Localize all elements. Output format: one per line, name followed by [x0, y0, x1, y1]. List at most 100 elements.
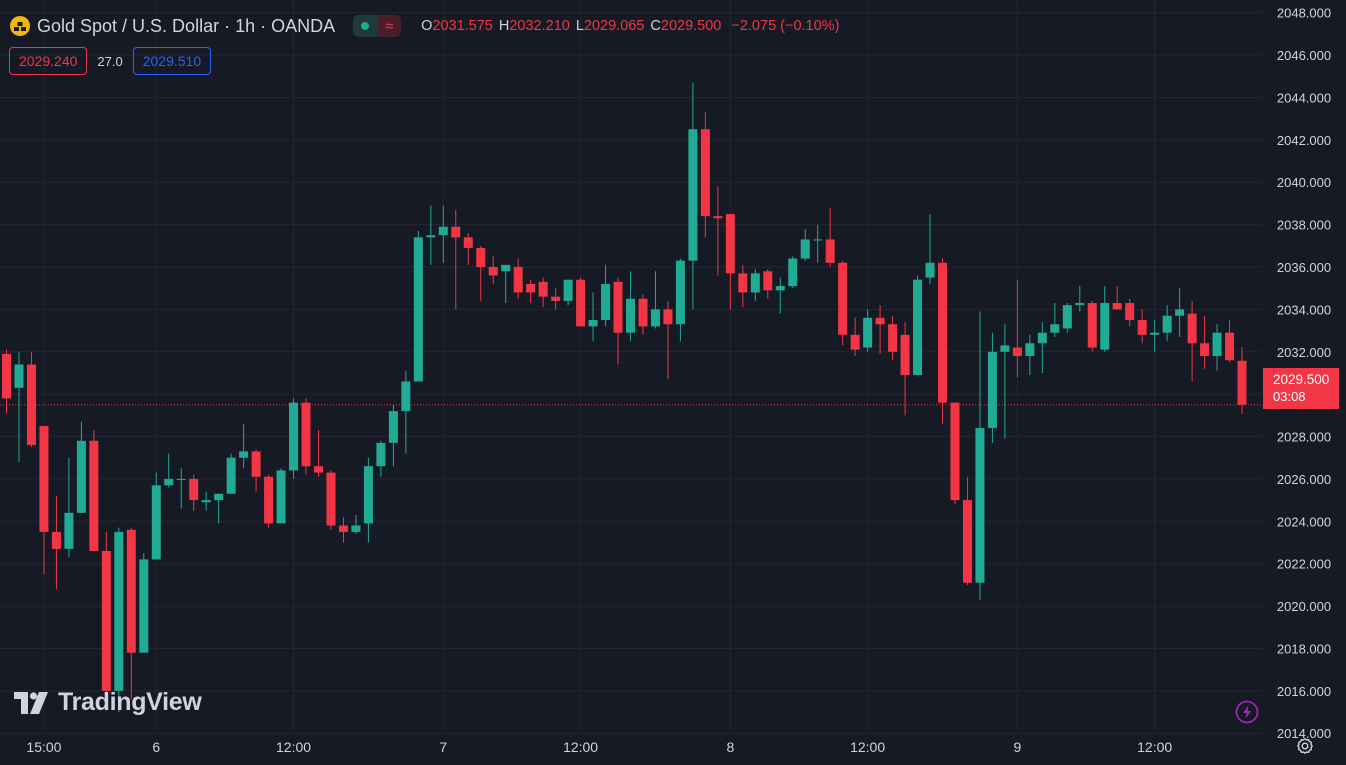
price-tick-label: 2014.000 [1277, 726, 1331, 741]
candle-body [126, 529, 136, 653]
brand-name: TradingView [58, 688, 202, 716]
ohlc-low-label: L [575, 18, 584, 34]
ohlc-change: −2.075 (−0.10%) [731, 18, 840, 34]
status-pill[interactable]: ≈ [353, 15, 402, 37]
price-tick-label: 2046.000 [1277, 48, 1331, 63]
candle-body [925, 262, 935, 278]
candle-body [488, 267, 498, 276]
candle-body [1187, 313, 1197, 344]
sell-button[interactable]: 2029.240 [9, 47, 88, 75]
candle-body [750, 273, 760, 293]
ohlc-close-value: 2029.500 [660, 18, 722, 34]
price-tick-label: 2024.000 [1277, 514, 1331, 529]
lightning-icon[interactable] [1235, 700, 1259, 724]
candle-body [1150, 332, 1160, 335]
candle-body [601, 283, 611, 320]
price-tick-label: 2032.000 [1277, 345, 1331, 360]
candle-body [376, 442, 386, 467]
candle-body [264, 476, 274, 524]
candle-body [451, 226, 461, 238]
tradingview-logo[interactable]: TradingView [14, 688, 202, 717]
candle-body [863, 317, 873, 348]
time-tick-label: 15:00 [26, 739, 61, 755]
time-tick-label: 8 [726, 739, 734, 755]
candle-body [1112, 303, 1122, 310]
candle-body [501, 264, 511, 272]
candle-body [1050, 324, 1060, 333]
candle-body [688, 129, 698, 261]
spread-value: 27.0 [97, 53, 123, 69]
candle-body [538, 281, 548, 297]
candle-body [1175, 309, 1185, 316]
candle-body [89, 440, 99, 551]
candle-body [913, 279, 923, 376]
price-tick-label: 2042.000 [1277, 133, 1331, 148]
candles [2, 82, 1247, 713]
candle-body [638, 298, 648, 327]
candle-body [463, 237, 473, 248]
gold-bars-icon [10, 16, 30, 36]
candle-body [239, 451, 249, 458]
candle-body [164, 478, 174, 486]
candle-body [114, 531, 124, 691]
price-tick-label: 2016.000 [1277, 684, 1331, 699]
candle-body [800, 239, 810, 259]
candle-body [1200, 343, 1210, 357]
symbol-title[interactable]: Gold Spot / U.S. Dollar · 1h · OANDA [37, 15, 336, 36]
ohlc-high-value: 2032.210 [509, 18, 570, 34]
buy-button[interactable]: 2029.510 [132, 47, 212, 75]
candle-body [675, 260, 685, 325]
candle-body [738, 273, 748, 293]
candle-body [650, 309, 660, 327]
candle-body [26, 364, 36, 446]
candle-body [151, 485, 161, 560]
candle-body [326, 472, 336, 526]
time-tick-label: 12:00 [276, 739, 311, 755]
candle-body [201, 500, 211, 503]
candle-body [351, 525, 361, 532]
candle-body [388, 411, 398, 443]
candle-body [139, 559, 149, 653]
ohlc-values: O2031.575 H2032.210 L2029.065 C2029.500 … [421, 18, 839, 34]
candle-body [875, 317, 885, 325]
candle-body [775, 286, 785, 291]
candle-body [2, 353, 11, 399]
candle-body [214, 493, 224, 501]
candle-body [513, 267, 523, 293]
candle-body [1012, 347, 1022, 357]
price-tick-label: 2028.000 [1277, 430, 1331, 445]
candle-body [613, 281, 623, 333]
price-tick-label: 2026.000 [1277, 472, 1331, 487]
ohlc-low-value: 2029.065 [583, 18, 645, 34]
candle-body [551, 296, 561, 301]
candle-body [1025, 343, 1035, 357]
last-price-tag: 2029.500 03:08 [1263, 368, 1339, 409]
candle-body [1125, 303, 1135, 320]
candle-body [900, 334, 910, 376]
price-tick-label: 2018.000 [1277, 641, 1331, 656]
price-tick-label: 2022.000 [1277, 557, 1331, 572]
gear-icon[interactable] [1295, 736, 1315, 756]
candle-body [1162, 315, 1172, 333]
candle-body [713, 216, 723, 219]
candle-body [1225, 332, 1235, 361]
candle-body [438, 226, 448, 236]
ohlc-close-label: C [650, 18, 661, 34]
time-tick-label: 12:00 [850, 739, 885, 755]
last-price-value: 2029.500 [1273, 372, 1330, 387]
ohlc-open-value: 2031.575 [432, 18, 493, 34]
time-tick-label: 12:00 [563, 739, 598, 755]
candle-body [1062, 305, 1072, 329]
ohlc-high-label: H [498, 18, 510, 34]
candle-body [401, 381, 411, 412]
candle-body [813, 239, 823, 241]
candle-body [975, 428, 985, 583]
candle-body [1100, 303, 1110, 350]
candle-body [763, 271, 773, 291]
candle-body [700, 129, 710, 217]
candle-body [413, 237, 423, 382]
candle-body [526, 283, 536, 293]
candle-body [850, 334, 860, 350]
candle-body [1212, 332, 1222, 357]
